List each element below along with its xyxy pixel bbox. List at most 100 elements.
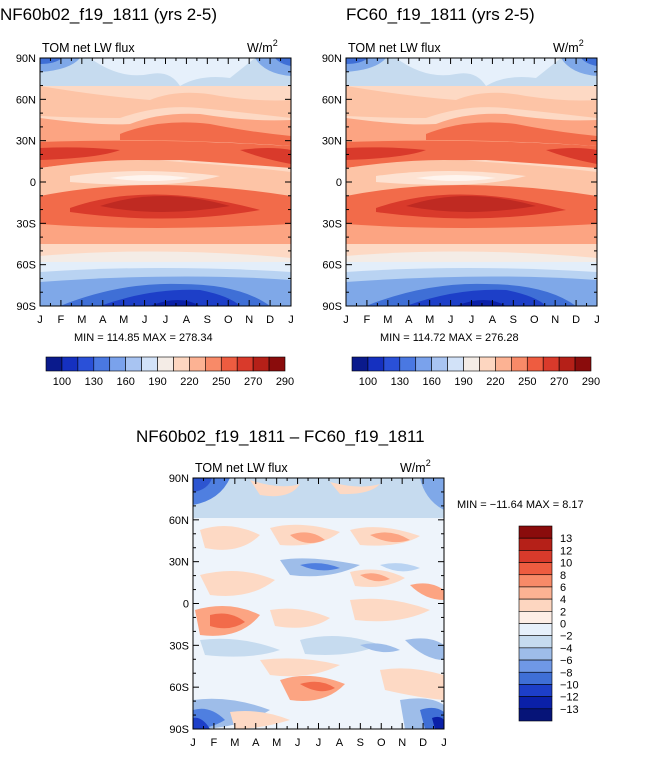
y-tick-label: 90S: [322, 301, 342, 313]
colorbar-swatch: [511, 356, 528, 372]
colorbar-swatch: [109, 356, 126, 372]
colorbar-swatch: [351, 356, 369, 372]
x-tick-label: M: [230, 737, 239, 749]
colorbar-swatch: [415, 356, 432, 372]
colorbar-label: 220: [486, 376, 504, 388]
colorbar-swatch: [518, 550, 553, 563]
colorbar-swatch: [479, 356, 496, 372]
colorbar-label: −12: [560, 692, 579, 704]
colorbar-label: −4: [560, 643, 573, 655]
colorbar-label: 250: [518, 376, 536, 388]
x-tick-label: F: [58, 314, 65, 326]
x-tick-label: F: [211, 737, 218, 749]
colorbar-label: 160: [422, 376, 440, 388]
x-tick-label: S: [510, 314, 517, 326]
x-tick-label: S: [204, 314, 211, 326]
colorbar-swatch: [518, 635, 553, 649]
colorbar-swatch: [518, 623, 553, 636]
colorbar-swatch: [518, 586, 553, 600]
x-tick-label: S: [357, 737, 364, 749]
colorbar-swatch: [518, 562, 553, 576]
colorbar-swatch: [526, 356, 544, 372]
y-tick-label: 90N: [322, 53, 342, 65]
colorbar-label: 190: [148, 376, 166, 388]
x-tick-label: O: [224, 314, 233, 326]
colorbar-swatch: [518, 574, 553, 588]
x-tick-label: F: [364, 314, 371, 326]
colorbar-swatch: [518, 671, 553, 685]
panel-1-stats: MIN = 114.85 MAX = 278.34: [74, 332, 213, 344]
x-tick-label: O: [377, 737, 386, 749]
y-tick-label: 30S: [322, 218, 342, 230]
x-tick-label: J: [190, 737, 196, 749]
y-tick-label: 60S: [322, 260, 342, 272]
panel-3-stats: MIN = −11.64 MAX = 8.17: [457, 499, 584, 511]
x-tick-label: D: [572, 314, 580, 326]
x-tick-label: J: [343, 314, 349, 326]
x-tick-label: O: [530, 314, 539, 326]
colorbar-swatch: [574, 356, 592, 372]
panel-1-colorbar: 100 130 160 190 220 250 270 290: [45, 356, 294, 388]
colorbar-label: 4: [560, 594, 566, 606]
colorbar-swatch: [141, 356, 158, 372]
y-tick-label: 90S: [16, 301, 36, 313]
colorbar-label: −6: [560, 655, 573, 667]
y-tick-label: 60S: [16, 260, 36, 272]
colorbar-label: 13: [560, 533, 572, 545]
x-tick-label: J: [142, 314, 148, 326]
x-tick-label: M: [77, 314, 86, 326]
panel-2-field: [346, 58, 597, 306]
colorbar-swatch: [157, 356, 174, 372]
x-tick-label: D: [266, 314, 274, 326]
colorbar-label: 270: [244, 376, 262, 388]
x-tick-label: M: [425, 314, 434, 326]
colorbar-swatch: [268, 356, 286, 372]
x-tick-label: A: [252, 737, 260, 749]
panel-3: NF60b02_f19_1811 – FC60_f19_1811 TOM net…: [136, 427, 584, 749]
colorbar-swatch: [518, 708, 553, 722]
colorbar-swatch: [173, 356, 190, 372]
colorbar-label: −8: [560, 667, 573, 679]
panel-2-title: FC60_f19_1811 (yrs 2-5): [346, 5, 535, 24]
colorbar-swatch: [125, 356, 142, 372]
y-tick-label: 90N: [169, 473, 189, 485]
colorbar-label: 0: [560, 619, 566, 631]
colorbar-swatch: [518, 611, 553, 624]
colorbar-swatch: [252, 356, 270, 372]
colorbar-swatch: [518, 659, 553, 673]
colorbar-swatch: [77, 356, 95, 372]
colorbar-label: 290: [276, 376, 294, 388]
y-tick-label: 60S: [169, 682, 189, 694]
y-tick-label: 30N: [16, 136, 36, 148]
x-tick-label: A: [336, 737, 344, 749]
panel-1: NF60b02_f19_1811 (yrs 2-5) TOM net LW fl…: [0, 5, 294, 388]
colorbar-label: 270: [550, 376, 568, 388]
colorbar-label: 290: [582, 376, 600, 388]
colorbar-swatch: [236, 356, 254, 372]
x-tick-label: A: [489, 314, 497, 326]
y-tick-label: 30S: [16, 218, 36, 230]
colorbar-swatch: [45, 356, 63, 372]
colorbar-label: −13: [560, 704, 579, 716]
x-tick-label: J: [448, 314, 454, 326]
x-tick-label: A: [183, 314, 191, 326]
panel-3-field: [193, 478, 444, 729]
x-tick-label: J: [441, 737, 447, 749]
colorbar-swatch: [399, 356, 417, 372]
x-tick-label: A: [405, 314, 413, 326]
y-tick-label: 60N: [322, 94, 342, 106]
colorbar-label: 250: [212, 376, 230, 388]
panel-1-variable: TOM net LW flux: [42, 41, 135, 55]
panel-2-units: W/m2: [553, 38, 584, 55]
colorbar-label: 10: [560, 558, 572, 570]
x-tick-label: J: [37, 314, 43, 326]
x-tick-label: J: [469, 314, 475, 326]
x-tick-label: M: [383, 314, 392, 326]
colorbar-swatch: [220, 356, 238, 372]
colorbar-label: −10: [560, 679, 579, 691]
colorbar-swatch: [542, 356, 560, 372]
